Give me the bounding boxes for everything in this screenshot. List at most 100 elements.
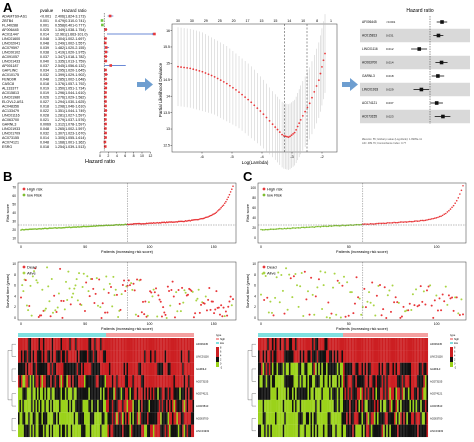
survival-point [389, 310, 392, 313]
heat-cell [264, 350, 266, 363]
heat-cell [22, 350, 24, 363]
heat-cell [42, 375, 45, 388]
row-band [360, 28, 470, 43]
top-tick-label: 8 [316, 19, 318, 23]
heat-cell [183, 338, 186, 351]
risk-point [100, 224, 103, 227]
heat-cell [70, 362, 73, 376]
heat-cell [394, 412, 396, 425]
heat-cell [378, 350, 381, 363]
hr-marker [104, 136, 107, 139]
heat-cell [180, 399, 183, 413]
y-tick-label: 14.5 [163, 78, 170, 82]
heat-cell [259, 350, 262, 363]
deviance-point [296, 125, 299, 128]
heat-cell [22, 399, 24, 413]
heat-cell [76, 338, 79, 351]
risk-point [81, 225, 84, 228]
heat-cell [407, 399, 410, 413]
heat-cell [268, 387, 271, 400]
heat-cell [353, 338, 356, 351]
heat-cell [167, 350, 170, 363]
survival-point [341, 284, 344, 287]
deviance-point [301, 114, 304, 117]
risk-point [283, 227, 286, 230]
heat-cell [377, 362, 379, 376]
heat-cell [150, 412, 152, 425]
heat-cell [186, 375, 189, 388]
heat-cell [414, 375, 416, 388]
heat-cell [29, 424, 32, 438]
dendrogram-branch [11, 343, 16, 357]
heat-cell [79, 338, 82, 351]
heat-cell [394, 338, 396, 351]
survival-point [416, 305, 419, 308]
y-tick-label: 4 [14, 294, 16, 298]
heat-cell [42, 362, 45, 376]
survival-point [130, 282, 133, 285]
heat-cell [180, 375, 183, 388]
heat-cell [160, 387, 162, 400]
heat-cell [138, 362, 140, 376]
survival-point [162, 306, 165, 309]
survival-point [352, 312, 355, 315]
pvalue-text: 0.037 [40, 55, 49, 59]
risk-point [175, 220, 177, 223]
survival-point [452, 309, 455, 312]
heat-cell [44, 399, 46, 413]
heat-cell [392, 387, 395, 400]
survival-point [29, 284, 32, 287]
heat-cell [304, 375, 306, 388]
heat-cell [35, 350, 38, 363]
heat-cell [139, 338, 142, 351]
heat-cell [164, 399, 167, 413]
heat-cell [339, 362, 342, 376]
heat-cell [400, 375, 402, 388]
survival-point [204, 295, 207, 298]
plot-frame [17, 261, 237, 321]
heat-cell [38, 387, 41, 400]
heat-cell [288, 350, 291, 363]
heat-cell [59, 350, 61, 363]
survival-point [215, 290, 218, 293]
heat-cell [86, 338, 89, 351]
gene-label: AC091057 [2, 55, 19, 59]
forest-a-xlabel: Hazard ratio [85, 159, 115, 165]
heat-cell [144, 375, 146, 388]
survival-point [131, 288, 134, 291]
heat-cell [53, 399, 55, 413]
survival-point [305, 298, 308, 301]
survival-point [291, 296, 294, 299]
heat-cell [29, 338, 32, 351]
heat-cell [259, 338, 262, 351]
risk-point [194, 218, 196, 221]
risk-point [82, 225, 85, 228]
heat-cell [136, 375, 139, 388]
risk-point [410, 220, 413, 223]
heat-cell [84, 387, 86, 400]
pvalue-text: 0.032 [40, 73, 49, 77]
heat-cell [426, 424, 429, 438]
scale-high [216, 347, 219, 357]
risk-point [158, 221, 161, 224]
heat-cell [57, 375, 60, 388]
heat-cell [47, 338, 49, 351]
survival-point [171, 280, 174, 283]
heat-cell [130, 375, 133, 388]
heat-cell [23, 412, 26, 425]
heat-cell [360, 350, 362, 363]
heat-cell [366, 412, 368, 425]
heat-cell [56, 424, 58, 438]
survival-point [368, 291, 371, 294]
heat-cell [282, 424, 285, 438]
heat-cell [377, 399, 379, 413]
heat-cell [322, 362, 325, 376]
flow-arrow-1 [137, 78, 153, 91]
heat-cell [163, 399, 165, 413]
heat-cell [305, 399, 308, 413]
hr-marker [108, 14, 112, 18]
heat-cell [45, 362, 48, 376]
heat-cell [116, 338, 118, 351]
heat-cell [343, 424, 345, 438]
heat-cell [70, 424, 73, 438]
